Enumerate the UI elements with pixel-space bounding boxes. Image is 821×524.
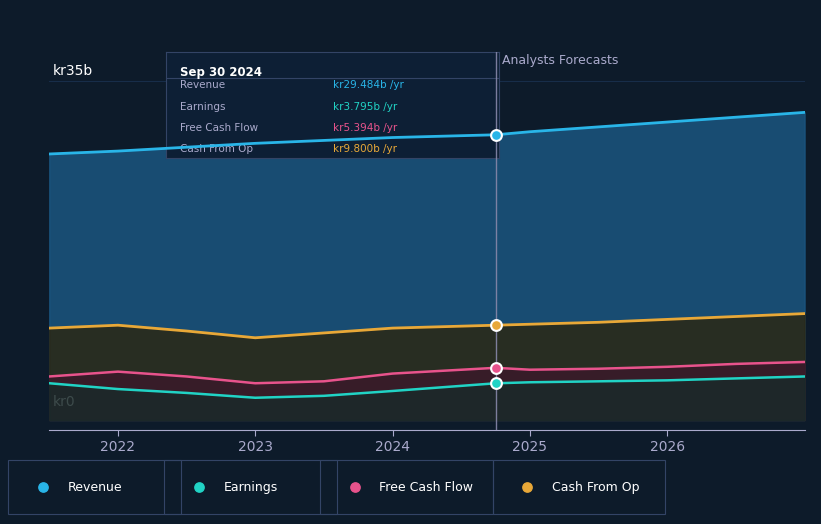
Text: kr0: kr0 (53, 395, 76, 409)
Text: Free Cash Flow: Free Cash Flow (379, 481, 473, 494)
Text: Earnings: Earnings (223, 481, 277, 494)
Text: Revenue: Revenue (67, 481, 122, 494)
Point (489, 379, 502, 387)
Text: Analysts Forecasts: Analysts Forecasts (502, 54, 619, 67)
Point (489, 364, 502, 372)
Text: kr35b: kr35b (53, 64, 94, 78)
Point (489, 321, 502, 330)
Point (792, 150, 805, 158)
Point (489, 130, 502, 139)
Text: Cash From Op: Cash From Op (552, 481, 640, 494)
Text: Past: Past (462, 54, 488, 67)
